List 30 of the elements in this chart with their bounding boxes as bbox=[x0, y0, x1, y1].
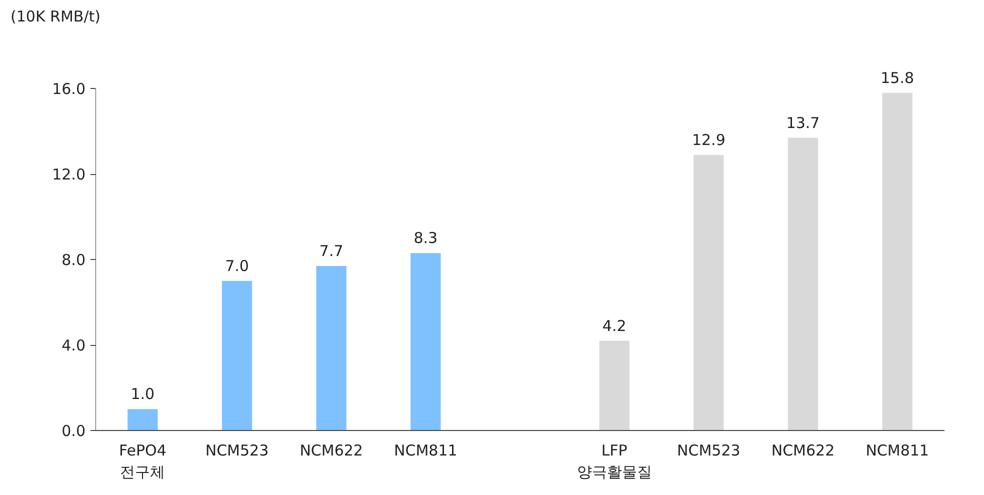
x-tick-label: NCM811 bbox=[394, 442, 458, 460]
x-tick-label: NCM523 bbox=[205, 442, 269, 460]
bar bbox=[222, 280, 252, 430]
x-tick-label: NCM523 bbox=[677, 442, 740, 460]
data-label: 7.0 bbox=[225, 256, 249, 275]
x-tick-label: NCM622 bbox=[300, 442, 363, 460]
x-tick-label: FePO4 전구체 bbox=[118, 442, 166, 482]
y-tick-label: 12.0 bbox=[52, 166, 86, 184]
bar bbox=[599, 340, 630, 430]
y-axis-title: (10K RMB/t) bbox=[10, 8, 100, 26]
y-tick-label: 8.0 bbox=[62, 251, 86, 270]
data-label: 7.7 bbox=[319, 242, 344, 260]
x-tick-label: LFP 양극활물질 bbox=[576, 442, 652, 482]
bar bbox=[410, 253, 441, 430]
bar bbox=[316, 266, 346, 430]
bar bbox=[788, 138, 818, 430]
x-tick-label: NCM622 bbox=[771, 442, 835, 460]
data-label: 8.3 bbox=[414, 229, 438, 248]
data-label: 4.2 bbox=[602, 316, 626, 335]
y-tick-label: 16.0 bbox=[52, 80, 86, 98]
x-tick-label: NCM811 bbox=[866, 442, 929, 460]
data-label: 1.0 bbox=[130, 385, 155, 404]
y-tick-label: 4.0 bbox=[62, 336, 86, 355]
y-tick-label: 0.0 bbox=[62, 422, 86, 440]
data-label: 15.8 bbox=[880, 68, 914, 87]
bar bbox=[694, 154, 724, 430]
data-label: 12.9 bbox=[692, 130, 726, 149]
bar bbox=[128, 409, 158, 430]
data-label: 13.7 bbox=[786, 114, 820, 132]
bar bbox=[882, 92, 912, 430]
